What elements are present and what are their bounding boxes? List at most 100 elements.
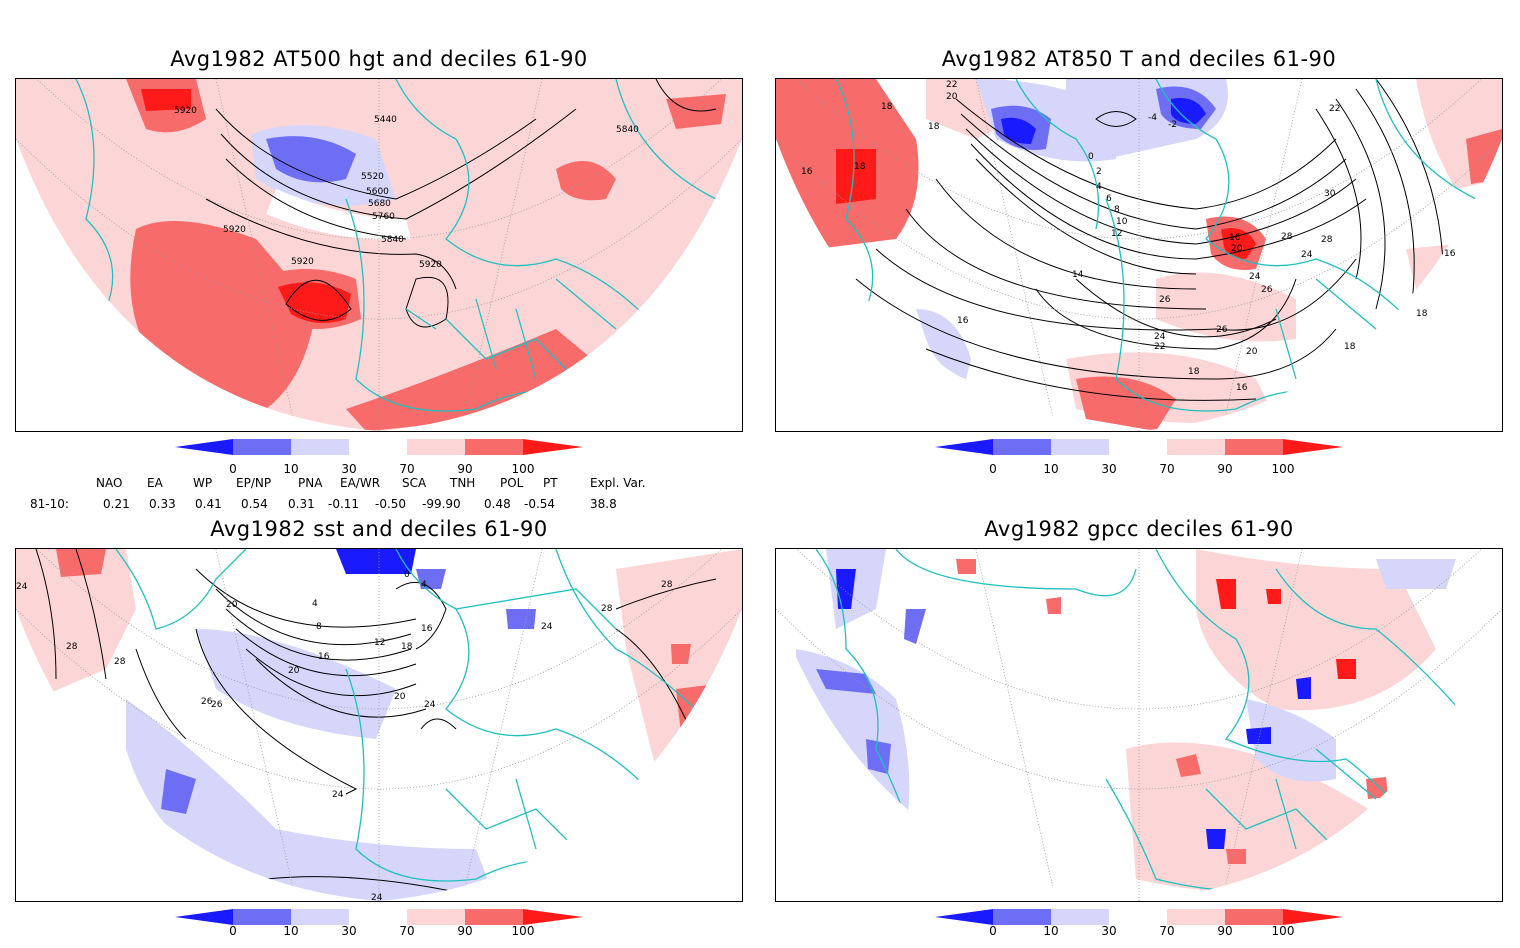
colorbar-segment	[175, 439, 233, 455]
colorbar-segment	[1167, 439, 1225, 455]
index-header-epnp: EP/NP	[236, 476, 272, 490]
colorbar-tick: 30	[341, 462, 357, 476]
contour-label: -2	[1168, 120, 1177, 130]
contour-label: 10	[1116, 217, 1128, 227]
contour-label: 26	[1261, 285, 1273, 295]
contour-label: 18	[1416, 309, 1428, 319]
contour-label: 20	[946, 92, 958, 102]
contour-label: 5440	[374, 115, 397, 125]
neutral-area	[266, 189, 411, 240]
index-value-ea: 0.33	[149, 497, 176, 511]
graticule	[16, 549, 742, 901]
contour-label: 6	[1106, 194, 1112, 204]
map-panel-500hgt: 5920 5440 5840 5520 5600 5680 5760 5920 …	[15, 78, 743, 432]
contour-label: 16	[1229, 233, 1241, 243]
contour-label: 30	[1324, 189, 1336, 199]
colorbar-segment	[523, 439, 583, 455]
contour-label: 16	[801, 167, 813, 177]
index-header-pol: POL	[500, 476, 524, 490]
contour-label: 18	[1344, 342, 1356, 352]
index-header-wp: WP	[193, 476, 213, 490]
index-row-label: 81-10:	[30, 497, 69, 511]
colorbar-graphic	[175, 909, 583, 925]
contour-label: 0	[404, 570, 410, 580]
contour-label: 16	[1236, 383, 1248, 393]
colorbar-panel-2: 0 10 30 70 90 100	[935, 438, 1345, 478]
colorbar-segment	[993, 439, 1051, 455]
contour-label: 16	[957, 316, 969, 326]
cool-anomaly-area	[161, 769, 196, 814]
contour-label: 24	[16, 582, 28, 592]
index-value-sca: -0.50	[375, 497, 407, 511]
colorbar-panel-4: 0 10 30 70 90 100	[935, 908, 1345, 948]
colorbar-tick: 30	[341, 924, 357, 938]
contour-label: 8	[1114, 205, 1120, 215]
map-500hgt-svg: 5920 5440 5840 5520 5600 5680 5760 5920 …	[16, 79, 742, 431]
cool-anomaly-area	[904, 609, 926, 644]
contour-label: 24	[541, 622, 553, 632]
contour-label: 5680	[368, 199, 391, 209]
colorbar-tick: 100	[511, 924, 535, 938]
warm-anomaly-area	[1176, 754, 1201, 777]
index-value-pt: -0.54	[524, 497, 556, 511]
hot-anomaly-area	[1216, 579, 1236, 609]
warm-anomaly-area	[1046, 597, 1061, 614]
colorbar-segment	[407, 909, 465, 925]
hot-anomaly-area	[141, 89, 191, 111]
cool-anomaly-area	[816, 669, 876, 694]
graticule	[16, 79, 742, 431]
colorbar-tick: 10	[283, 462, 299, 476]
hot-anomaly-area	[1406, 799, 1426, 819]
cold-anomaly-area	[1001, 117, 1036, 144]
hot-anomaly-area	[1336, 659, 1356, 679]
contour-label: 14	[1072, 270, 1084, 280]
colorbar-tick: 10	[1043, 924, 1059, 938]
map-panel-gpcc	[775, 548, 1503, 902]
warm-anomaly-area	[676, 684, 716, 734]
colorbar-tick: 90	[457, 462, 473, 476]
contour-label: 4	[312, 599, 318, 609]
map-gpcc-svg	[776, 549, 1502, 901]
colorbar-segment	[465, 909, 523, 925]
colorbar-segment	[993, 909, 1051, 925]
map-panel-sst: 24 28 20 4 8 12 16 20 26 28 24 0 4 16 18…	[15, 548, 743, 902]
hot-anomaly-area	[1221, 228, 1256, 259]
index-value-nao: 0.21	[103, 497, 130, 511]
contour-label: 20	[1231, 244, 1243, 254]
cold-anomaly-area	[836, 569, 856, 609]
cool-anomaly-area	[916, 309, 971, 379]
contour-label: 24	[424, 700, 436, 710]
colorbar-segment	[1283, 909, 1343, 925]
colorbar-tick: 100	[1271, 462, 1295, 476]
contour-label: 24	[1301, 250, 1313, 260]
contour-label: 24	[1249, 272, 1261, 282]
colorbar-segment	[233, 909, 291, 925]
colorbar-segment	[407, 439, 465, 455]
colorbar-tick: 0	[229, 462, 237, 476]
contour-label: 28	[114, 657, 126, 667]
colorbar-segment	[291, 909, 349, 925]
graticule	[776, 549, 1502, 901]
colorbar-segment	[291, 439, 349, 455]
contour-label: 16	[421, 624, 433, 634]
cold-anomaly-area	[336, 549, 416, 574]
contour-label: 28	[661, 580, 673, 590]
colorbar-tick: 0	[989, 924, 997, 938]
contour-label: 16	[1444, 249, 1456, 259]
contour-label: 5600	[366, 187, 389, 197]
contour-label: 5520	[361, 172, 384, 182]
graticule	[776, 79, 1502, 431]
colorbar-segment	[1051, 909, 1109, 925]
colorbar-tick: 70	[399, 462, 415, 476]
contour-label: 4	[421, 580, 427, 590]
contour-label: 5760	[372, 212, 395, 222]
colorbar-tick: 90	[1217, 924, 1233, 938]
index-header-eawr: EA/WR	[340, 476, 381, 490]
colorbar-segment	[1051, 439, 1109, 455]
colorbar-tick: 0	[989, 462, 997, 476]
coastlines	[115, 549, 717, 882]
contour-label: 5920	[174, 106, 197, 116]
colorbar-graphic	[935, 439, 1343, 455]
contour-label: 22	[1329, 104, 1340, 114]
index-value-epnp: 0.54	[241, 497, 268, 511]
